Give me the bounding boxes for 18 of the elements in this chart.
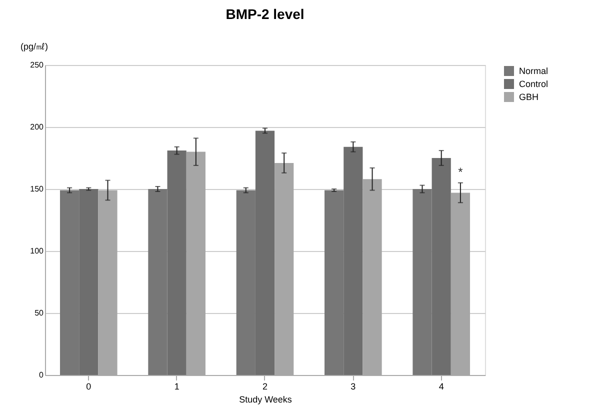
legend-label: GBH: [519, 92, 539, 102]
x-tick-label: 2: [262, 382, 268, 392]
x-tick-label: 0: [86, 382, 92, 392]
y-tick-label: 100: [30, 246, 44, 256]
y-tick-label: 200: [30, 122, 44, 132]
x-tick-label: 3: [350, 382, 356, 392]
x-tick-label: 4: [438, 382, 444, 392]
y-tick-label: 50: [34, 308, 44, 318]
x-tick-label: 1: [174, 382, 180, 392]
chart-title: BMP-2 level: [226, 6, 304, 22]
y-tick-label: 250: [30, 60, 44, 70]
y-tick-label: 150: [30, 184, 44, 194]
legend-label: Control: [519, 79, 548, 89]
y-axis-title: (pg/㎖): [20, 42, 48, 52]
legend-label: Normal: [519, 66, 548, 76]
y-tick-label: 0: [39, 370, 44, 380]
x-axis-title: Study Weeks: [239, 394, 292, 404]
data-label: *: [458, 164, 464, 179]
